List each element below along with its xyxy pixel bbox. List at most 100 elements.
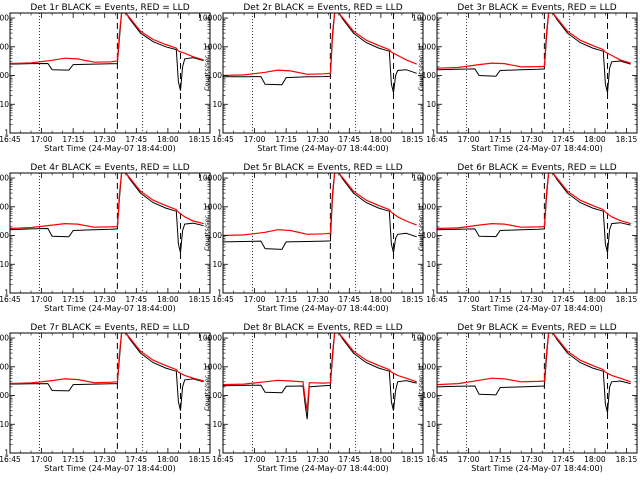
x-tick-label: 17:00	[244, 455, 266, 464]
x-tick-label: 18:00	[584, 295, 606, 304]
x-tick-label: 17:45	[339, 135, 361, 144]
x-axis-label: Start Time (24-May-07 18:44:00)	[44, 464, 175, 473]
x-tick-label: 17:00	[458, 295, 480, 304]
x-axis-label: Start Time (24-May-07 18:44:00)	[257, 304, 388, 313]
x-tick-label: 17:15	[62, 135, 84, 144]
events-series-line	[10, 173, 204, 253]
x-tick-label: 17:00	[31, 455, 53, 464]
plot-frame	[436, 332, 638, 454]
panel-title: Det 7r BLACK = Events, RED = LLD	[30, 323, 189, 333]
detector-panel: Det 6r BLACK = Events, RED = LLD 1 10 100 10…	[412, 163, 637, 313]
lld-series-line	[10, 333, 204, 385]
x-tick-label: 17:45	[126, 295, 148, 304]
y-tick-label: 10000	[412, 174, 436, 183]
x-tick-label: 18:15	[189, 455, 211, 464]
x-tick-label: 16:45	[0, 455, 21, 464]
detector-panel: Det 8r BLACK = Events, RED = LLD 1 10 100 10…	[198, 323, 423, 473]
y-tick-label: 10000	[0, 334, 9, 343]
plot-frame	[222, 172, 424, 294]
y-tick-label: 1000	[417, 202, 436, 211]
y-tick-label: 1000	[203, 202, 222, 211]
y-tick-label: 10000	[198, 14, 222, 23]
panel-title: Det 5r BLACK = Events, RED = LLD	[243, 163, 402, 173]
y-axis-label: Counts/sec	[417, 55, 425, 91]
x-tick-label: 17:30	[521, 455, 543, 464]
x-tick-label: 16:45	[0, 295, 21, 304]
y-tick-label: 1000	[203, 362, 222, 371]
events-series-line	[223, 173, 417, 253]
panel-title: Det 9r BLACK = Events, RED = LLD	[457, 323, 616, 333]
y-tick-label: 10000	[198, 334, 222, 343]
y-tick-label: 1000	[0, 42, 9, 51]
x-tick-label: 18:00	[370, 135, 392, 144]
x-axis-label: Start Time (24-May-07 18:44:00)	[44, 304, 175, 313]
y-tick-label: 1	[431, 129, 436, 138]
y-tick-label: 100	[422, 391, 437, 400]
detector-panel: Det 1r BLACK = Events, RED = LLD 1 10 100 10…	[0, 3, 211, 153]
y-tick-label: 10	[212, 100, 222, 109]
events-series-line	[10, 333, 204, 411]
y-tick-label: 10000	[412, 334, 436, 343]
y-tick-label: 10000	[0, 174, 9, 183]
y-axis-label: Counts/sec	[203, 375, 211, 411]
panel-title: Det 2r BLACK = Events, RED = LLD	[243, 3, 402, 13]
x-tick-label: 18:15	[402, 135, 424, 144]
x-tick-label: 18:15	[402, 295, 424, 304]
y-tick-label: 1	[217, 289, 222, 298]
y-tick-label: 1	[4, 289, 9, 298]
y-tick-label: 10	[426, 260, 436, 269]
lld-series-line	[10, 173, 204, 230]
x-tick-label: 16:45	[212, 135, 234, 144]
x-tick-label: 17:45	[553, 135, 575, 144]
plot-frame	[9, 332, 211, 454]
x-tick-label: 17:15	[489, 455, 511, 464]
x-tick-label: 16:45	[212, 295, 234, 304]
y-tick-label: 100	[422, 231, 437, 240]
x-tick-label: 17:00	[31, 135, 53, 144]
events-series-line	[10, 13, 204, 91]
x-tick-label: 16:45	[426, 295, 448, 304]
detector-panel: Det 5r BLACK = Events, RED = LLD 1 10 100 10…	[198, 163, 423, 313]
lld-series-line	[437, 173, 631, 230]
x-tick-label: 18:00	[370, 295, 392, 304]
x-tick-label: 17:15	[489, 135, 511, 144]
x-tick-label: 17:30	[307, 295, 329, 304]
x-tick-label: 18:00	[584, 455, 606, 464]
events-series-line	[437, 13, 631, 93]
x-tick-label: 16:45	[212, 455, 234, 464]
x-tick-label: 17:30	[94, 455, 116, 464]
x-tick-label: 18:00	[157, 455, 179, 464]
x-tick-label: 17:45	[339, 295, 361, 304]
x-tick-label: 17:45	[553, 455, 575, 464]
x-tick-label: 16:45	[426, 455, 448, 464]
y-tick-label: 100	[422, 71, 437, 80]
lld-series-line	[437, 13, 631, 69]
y-tick-label: 10	[426, 100, 436, 109]
lld-series-line	[437, 333, 631, 386]
y-axis-label: Counts/sec	[203, 55, 211, 91]
plot-frame	[9, 172, 211, 294]
x-tick-label: 16:45	[0, 135, 21, 144]
x-tick-label: 17:15	[62, 455, 84, 464]
x-tick-label: 17:30	[94, 135, 116, 144]
y-tick-label: 1000	[0, 362, 9, 371]
detector-panel: Det 2r BLACK = Events, RED = LLD 1 10 100 10…	[198, 3, 423, 153]
x-tick-label: 17:00	[244, 135, 266, 144]
lld-series-line	[223, 173, 417, 237]
plot-frame	[222, 12, 424, 134]
x-tick-label: 16:45	[426, 135, 448, 144]
events-series-line	[437, 333, 631, 413]
y-tick-label: 100	[0, 71, 9, 80]
y-tick-label: 10	[212, 260, 222, 269]
x-axis-label: Start Time (24-May-07 18:44:00)	[257, 144, 388, 153]
x-axis-label: Start Time (24-May-07 18:44:00)	[44, 144, 175, 153]
y-tick-label: 1000	[417, 42, 436, 51]
detector-panel: Det 7r BLACK = Events, RED = LLD 1 10 100 10…	[0, 323, 211, 473]
x-tick-label: 17:30	[94, 295, 116, 304]
x-tick-label: 17:15	[275, 295, 297, 304]
detector-panel: Det 9r BLACK = Events, RED = LLD 1 10 100 10…	[412, 323, 637, 473]
x-tick-label: 17:45	[126, 455, 148, 464]
y-tick-label: 10000	[198, 174, 222, 183]
x-tick-label: 18:15	[616, 295, 638, 304]
